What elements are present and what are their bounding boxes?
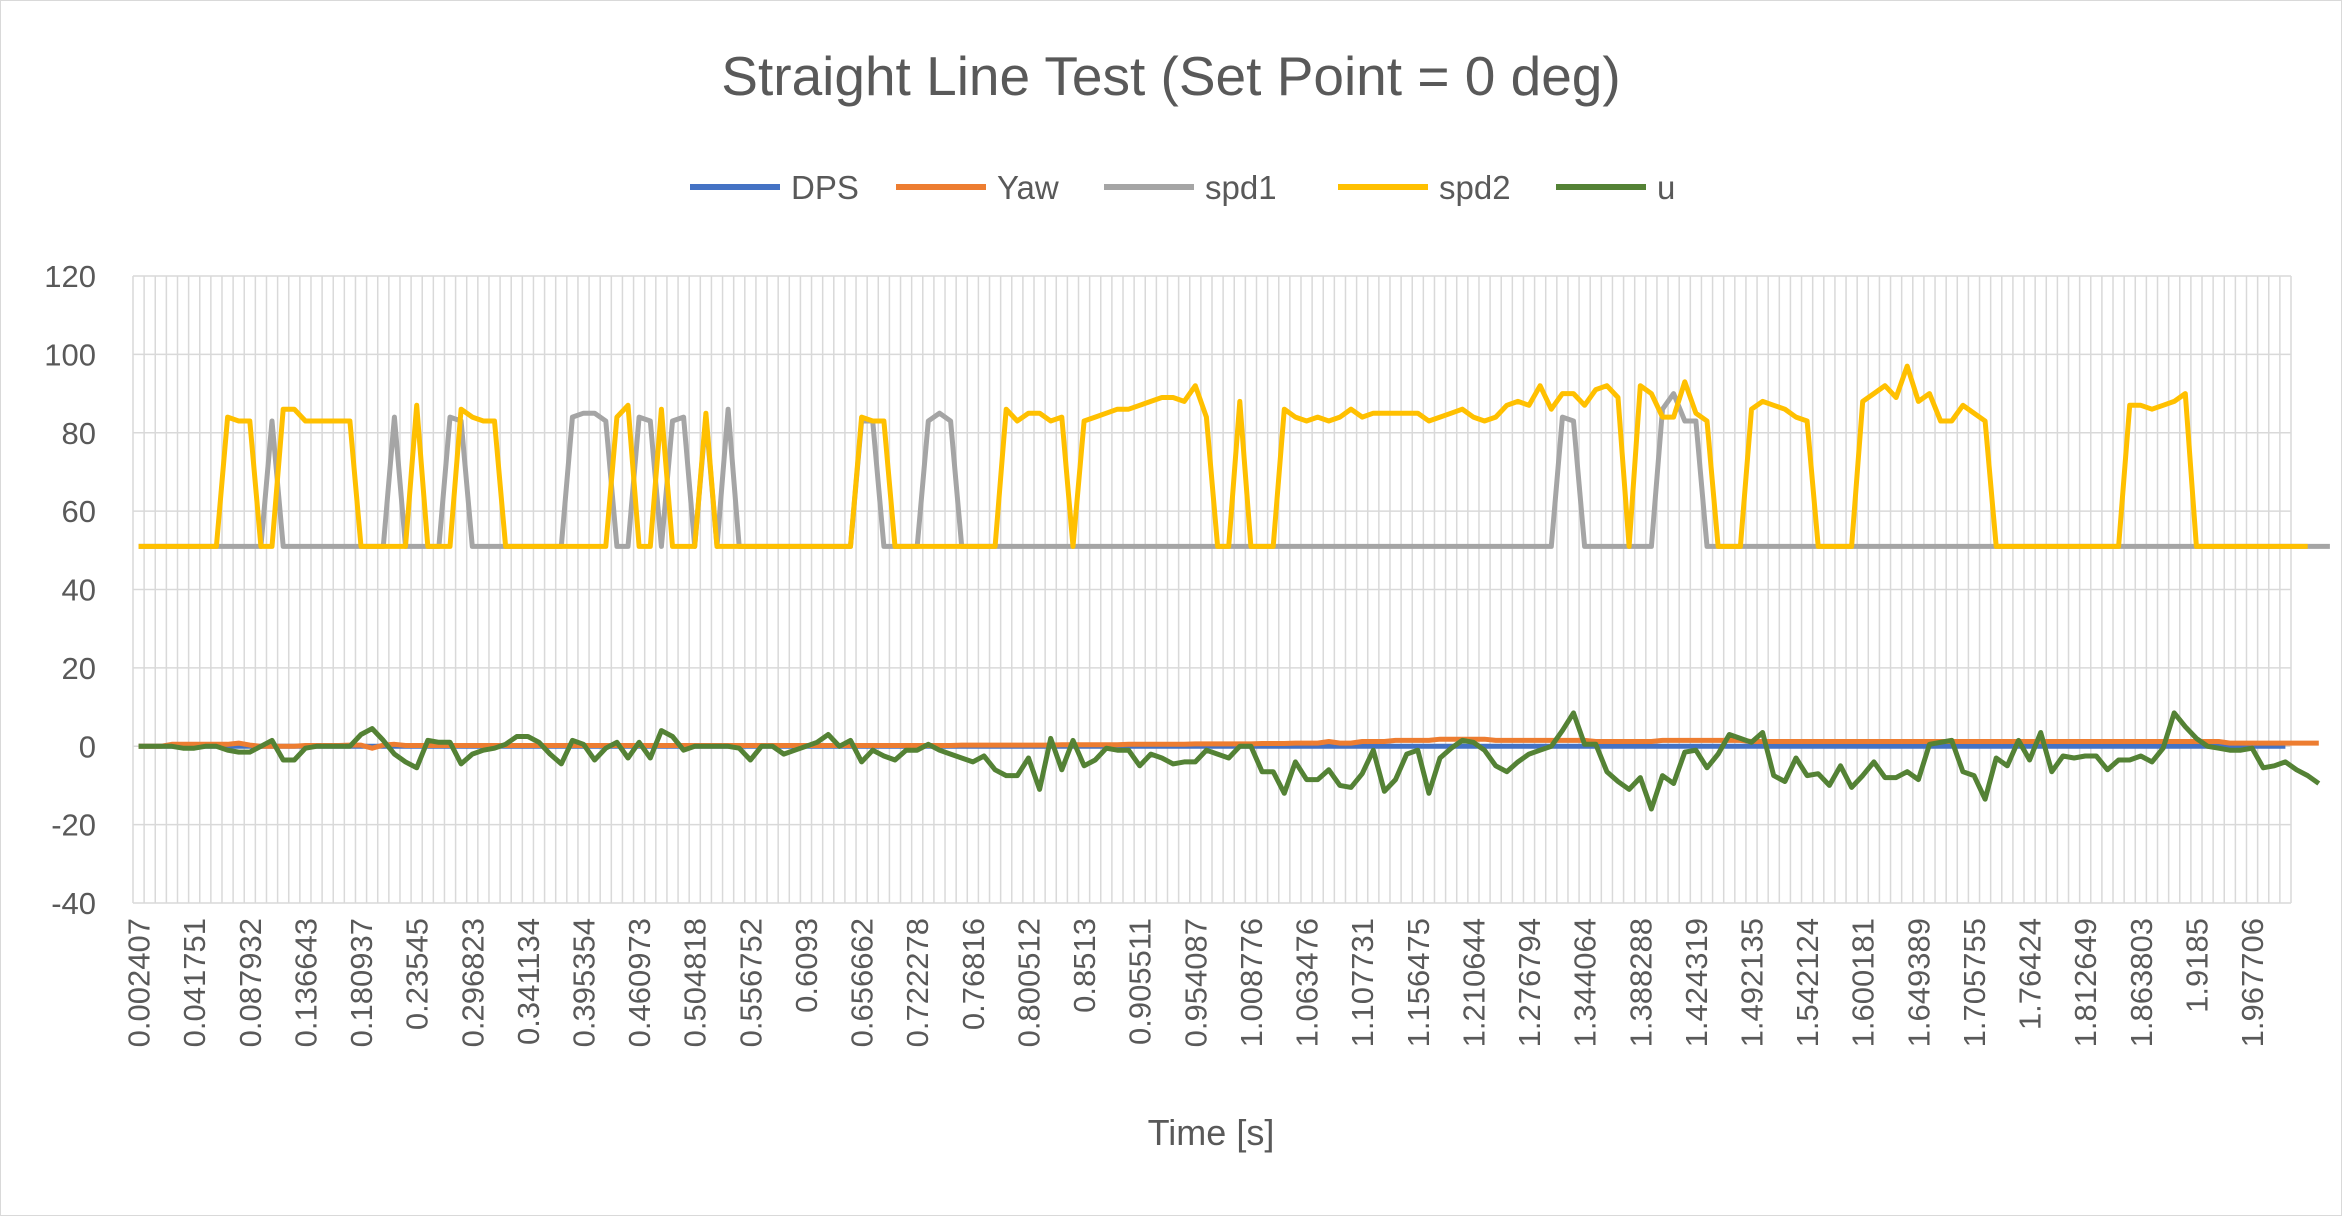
x-tick-label: 1.063476 [1290, 918, 1325, 1047]
legend: DPS Yaw spd1 spd2 u [690, 169, 1675, 206]
x-tick-label: 0.76816 [956, 918, 991, 1030]
x-axis-title: Time [s] [1148, 1112, 1275, 1153]
x-tick-label: 1.107731 [1345, 918, 1380, 1047]
y-tick-label: 20 [62, 651, 96, 686]
chart-title: Straight Line Test (Set Point = 0 deg) [721, 45, 1620, 107]
y-tick-label: 60 [62, 494, 96, 529]
x-tick-label: 0.504818 [678, 918, 713, 1047]
x-tick-label: 1.276794 [1512, 918, 1547, 1047]
x-tick-label: 1.705755 [1957, 918, 1992, 1047]
y-tick-label: 100 [44, 337, 96, 372]
legend-label-u: u [1657, 169, 1675, 206]
x-tick-label: 1.9185 [2179, 918, 2214, 1013]
x-tick-label: 1.008776 [1234, 918, 1269, 1047]
x-tick-label: 1.863803 [2124, 918, 2159, 1047]
x-tick-label: 0.341134 [511, 918, 546, 1045]
x-tick-label: 0.800512 [1011, 918, 1046, 1047]
x-tick-label: 0.8513 [1067, 918, 1102, 1013]
x-tick-label: 1.649389 [1901, 918, 1936, 1047]
x-tick-label: 0.460973 [622, 918, 657, 1047]
x-tick-label: 1.967706 [2235, 918, 2270, 1047]
legend-label-spd1: spd1 [1205, 169, 1277, 206]
x-axis: 0.002407 0.041751 0.087932 0.136643 0.180937… [122, 918, 2271, 1047]
series-line-u [138, 710, 2321, 812]
y-tick-label: 40 [62, 573, 96, 608]
x-tick-label: 0.136643 [288, 918, 323, 1047]
x-tick-label: 0.905511 [1123, 918, 1158, 1045]
x-tick-label: 1.344064 [1568, 918, 1603, 1047]
x-tick-label: 0.656662 [845, 918, 880, 1047]
x-tick-label: 0.395354 [567, 918, 602, 1047]
x-tick-label: 0.180937 [344, 918, 379, 1047]
legend-label-spd2: spd2 [1439, 169, 1511, 206]
x-tick-label: 0.954087 [1178, 918, 1213, 1047]
gridlines [132, 275, 2292, 904]
x-tick-label: 0.6093 [789, 918, 824, 1013]
y-axis: -40 -20 0 20 40 60 80 100 120 [44, 259, 96, 921]
x-tick-label: 1.210644 [1456, 918, 1491, 1047]
x-tick-label: 0.296823 [455, 918, 490, 1047]
x-tick-label: 1.76424 [2013, 918, 2048, 1030]
y-tick-label: 0 [79, 729, 96, 764]
x-tick-label: 0.002407 [122, 918, 157, 1047]
x-tick-label: 0.041751 [177, 918, 212, 1047]
series-line-spd2 [138, 363, 2308, 549]
x-tick-label: 0.23545 [400, 918, 435, 1030]
x-tick-label: 1.156475 [1401, 918, 1436, 1047]
x-tick-label: 1.492135 [1735, 918, 1770, 1047]
legend-label-dps: DPS [791, 169, 859, 206]
y-tick-label: 120 [44, 259, 96, 294]
x-tick-label: 1.542124 [1790, 918, 1825, 1047]
x-tick-label: 1.600181 [1846, 918, 1881, 1047]
x-tick-label: 0.722278 [900, 918, 935, 1047]
x-tick-label: 1.812649 [2068, 918, 2103, 1047]
x-tick-label: 0.556752 [733, 918, 768, 1047]
y-tick-label: -40 [51, 886, 96, 921]
y-tick-label: 80 [62, 416, 96, 451]
x-tick-label: 1.388288 [1623, 918, 1658, 1047]
y-tick-label: -20 [51, 808, 96, 843]
series-lines [138, 363, 2330, 812]
legend-label-yaw: Yaw [997, 169, 1059, 206]
x-tick-label: 1.424319 [1679, 918, 1714, 1047]
x-tick-label: 0.087932 [233, 918, 268, 1047]
